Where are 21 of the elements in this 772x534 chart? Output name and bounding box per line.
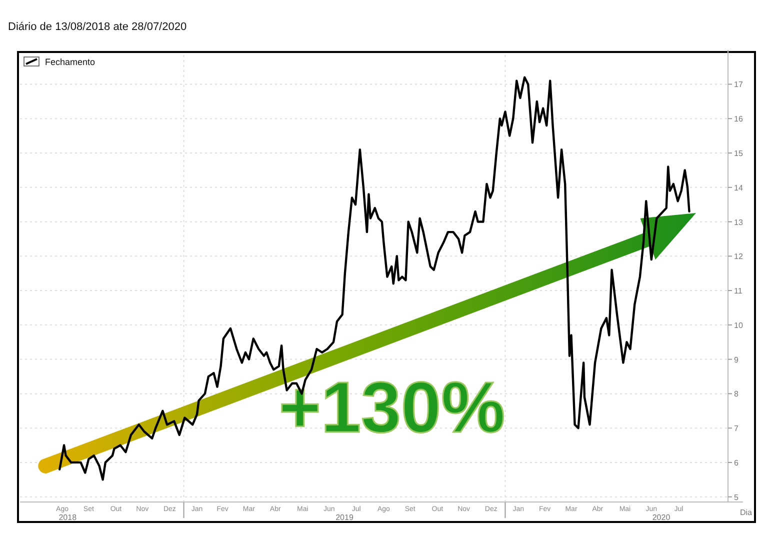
y-tick-label: 9 — [734, 355, 739, 364]
text: 2018 — [58, 513, 78, 522]
y-tick-label: 8 — [734, 390, 739, 399]
text: 2020 — [652, 513, 671, 522]
y-tick-label: 15 — [734, 148, 744, 158]
y-tick-label: 12 — [734, 252, 744, 262]
y-tick-label: 11 — [734, 286, 743, 296]
y-tick-label: 14 — [734, 183, 744, 192]
chart-title: Diário de 13/08/2018 ate 28/07/2020 — [8, 21, 187, 33]
y-tick-label: 5 — [734, 492, 739, 502]
line-series — [58, 76, 690, 481]
y-tick-label: 13 — [734, 218, 744, 227]
y-tick-label: 16 — [734, 114, 744, 124]
y-tick-label: 7 — [734, 424, 739, 434]
legend-label: Fechamento — [45, 57, 96, 67]
x-axis-title: Dia — [740, 508, 753, 517]
y-tick-label: 10 — [734, 320, 744, 330]
annotation: +130% — [278, 368, 506, 448]
text: 2019 — [336, 513, 354, 522]
y-tick-label: 17 — [734, 80, 744, 90]
y-tick-label: 6 — [734, 458, 739, 468]
